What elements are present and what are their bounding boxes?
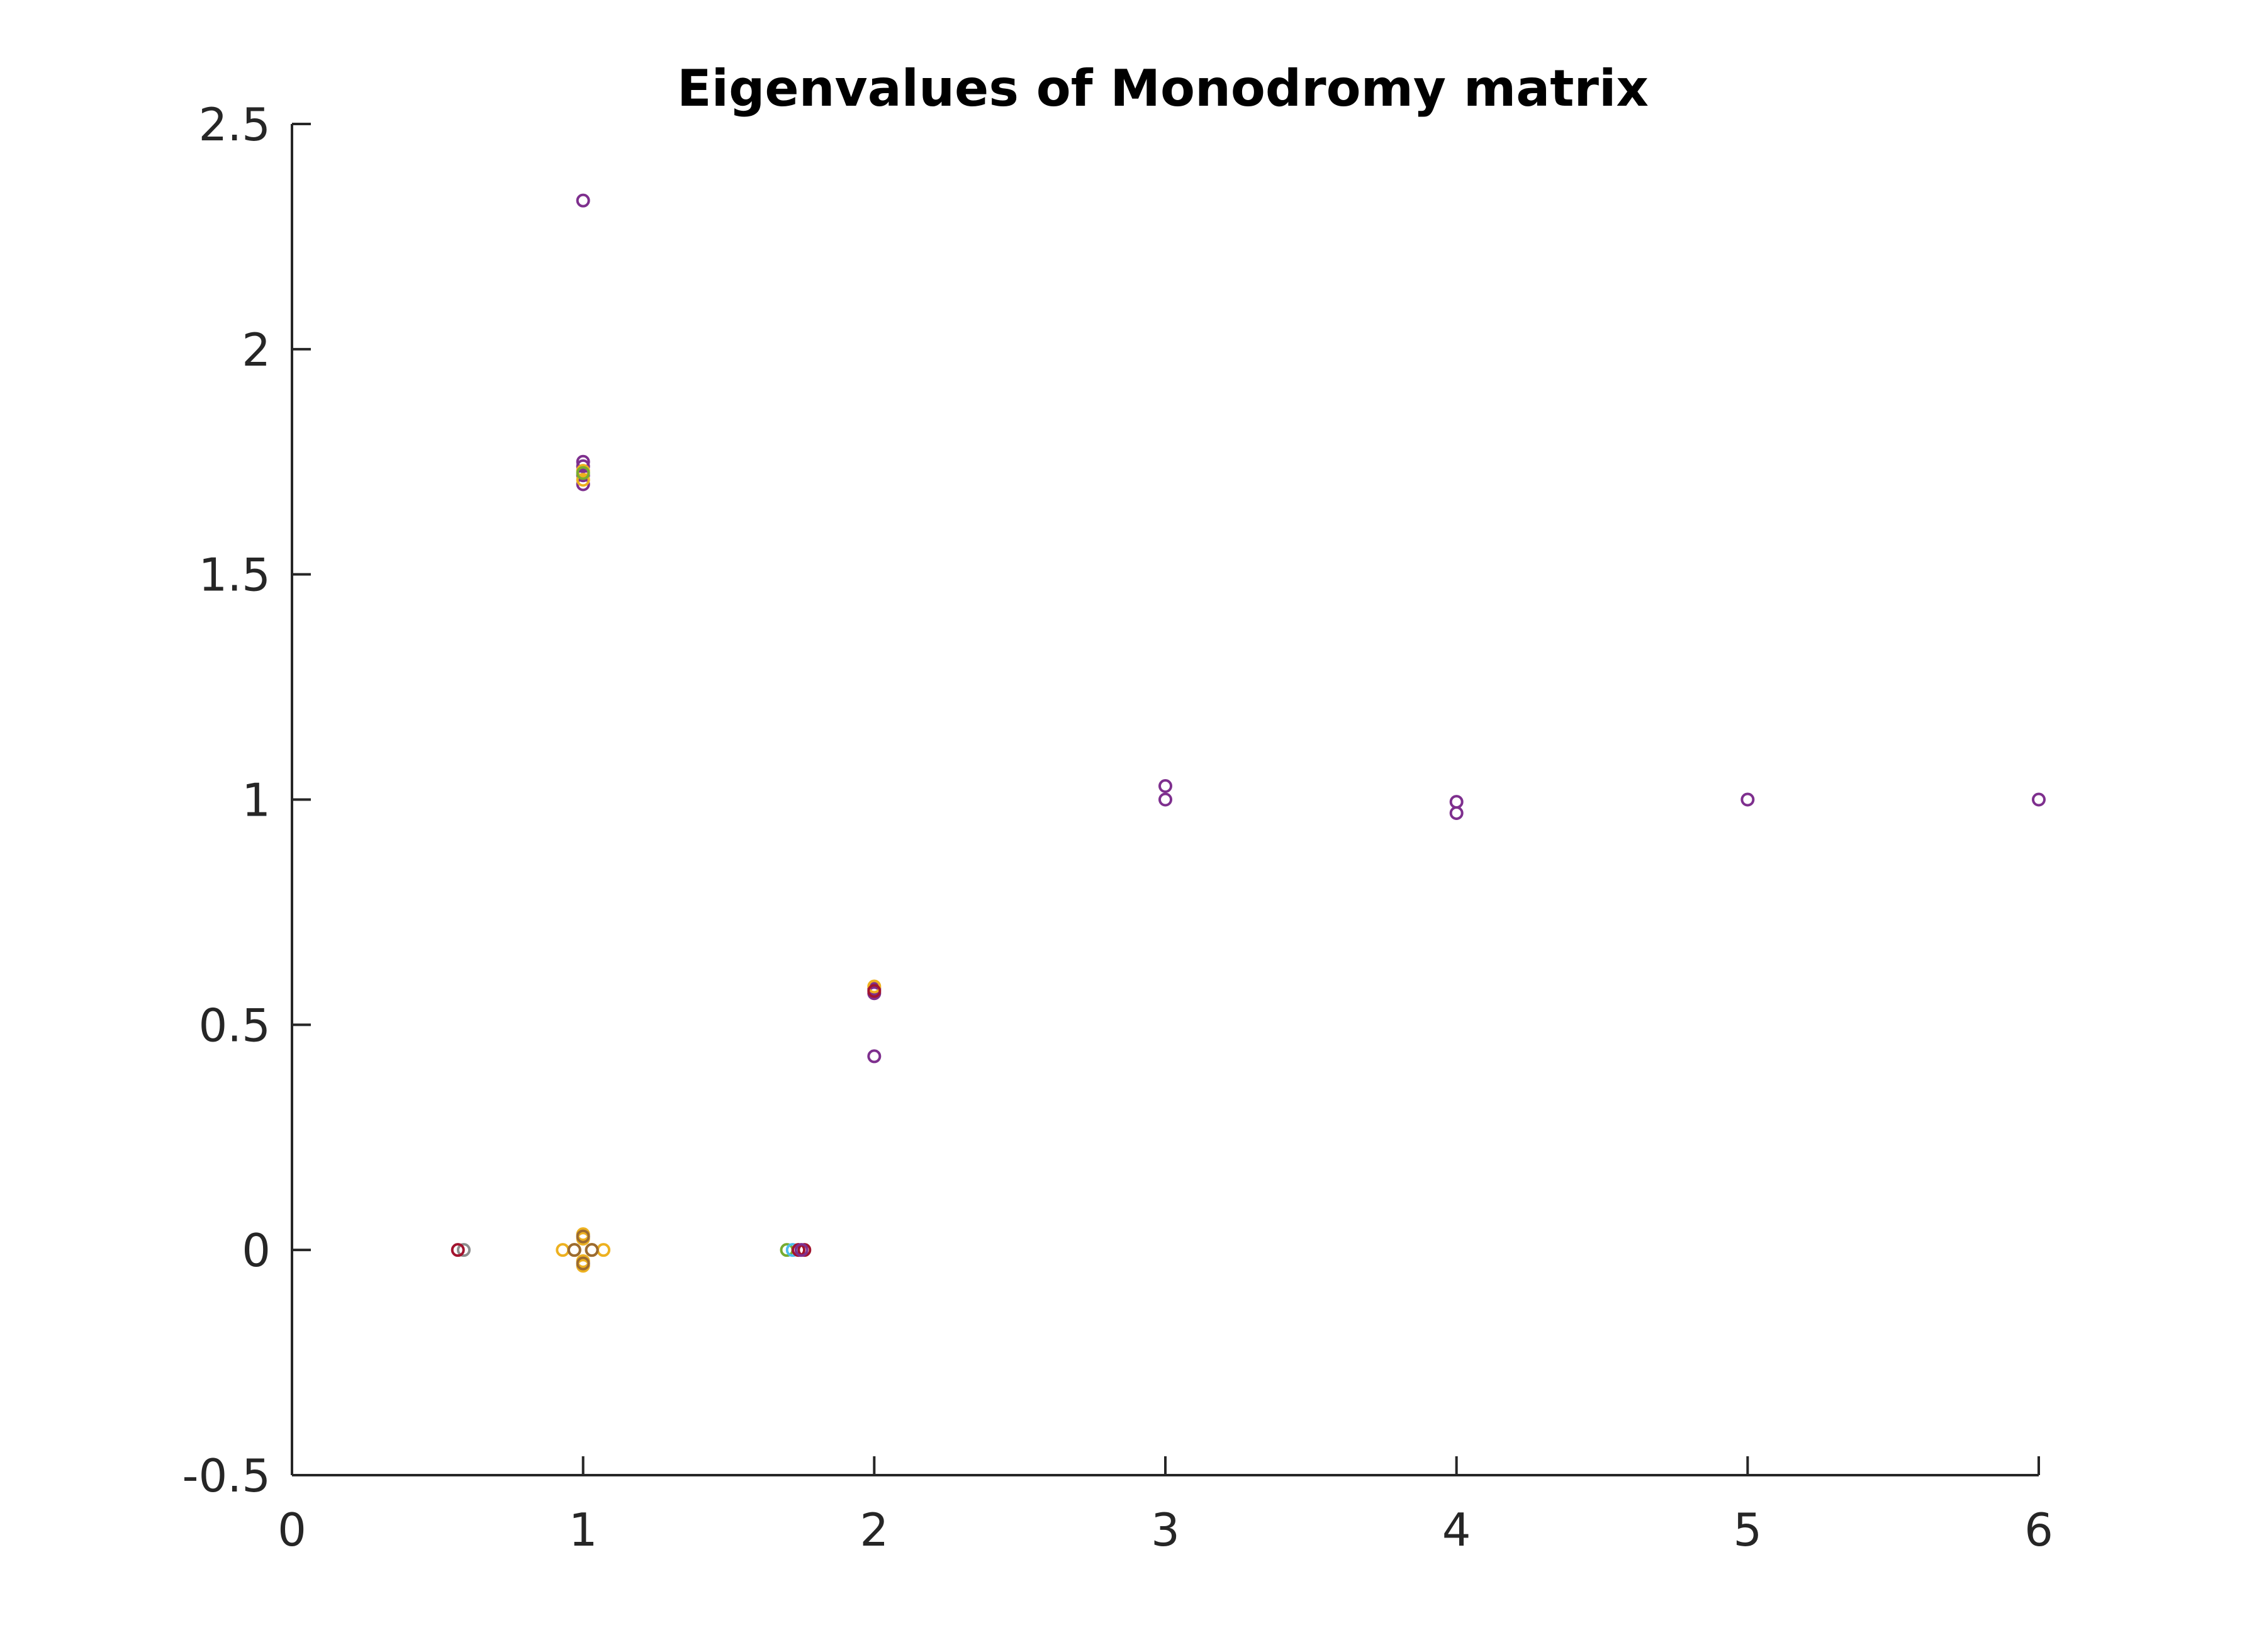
data-point: [867, 984, 882, 998]
data-point: [2032, 792, 2046, 807]
x-tick-label: 3: [1151, 1503, 1180, 1556]
data-point: [585, 1243, 599, 1257]
x-tick-label: 2: [860, 1503, 888, 1556]
data-point: [576, 466, 590, 480]
y-tick-label: 0.5: [198, 999, 271, 1052]
x-tick-label: 4: [1442, 1503, 1471, 1556]
chart-title: Eigenvalues of Monodromy matrix: [677, 59, 1649, 118]
y-tick-label: 2.5: [198, 98, 271, 151]
data-point: [456, 1243, 471, 1257]
data-point: [597, 1243, 611, 1257]
data-point: [556, 1243, 570, 1257]
y-tick-label: -0.5: [182, 1449, 271, 1502]
data-point: [1740, 792, 1755, 807]
axes: 0 1 2 3 4 5 6-0.500.511.522.5: [182, 98, 2053, 1556]
x-tick-label: 1: [569, 1503, 598, 1556]
data-point: [1158, 779, 1172, 794]
data-point: [1158, 792, 1172, 807]
data-point: [567, 1243, 581, 1257]
data-point: [576, 1229, 590, 1244]
data-point: [576, 459, 590, 473]
x-tick-label: 6: [2024, 1503, 2053, 1556]
data-point: [576, 473, 590, 487]
x-tick-label: 0: [277, 1503, 306, 1556]
data-point: [576, 1256, 590, 1271]
x-tick-label: 5: [1733, 1503, 1762, 1556]
data-point: [867, 1049, 882, 1064]
y-tick-label: 1: [242, 774, 271, 827]
data-point: [576, 193, 590, 208]
data-point: [1449, 806, 1464, 820]
data-point: [451, 1243, 465, 1257]
y-tick-label: 2: [242, 323, 271, 376]
data-point: [1449, 795, 1464, 809]
data-point: [794, 1243, 809, 1257]
data-point: [867, 979, 882, 994]
y-tick-label: 0: [242, 1224, 271, 1277]
markers: [451, 193, 2046, 1273]
y-tick-label: 1.5: [198, 549, 271, 602]
